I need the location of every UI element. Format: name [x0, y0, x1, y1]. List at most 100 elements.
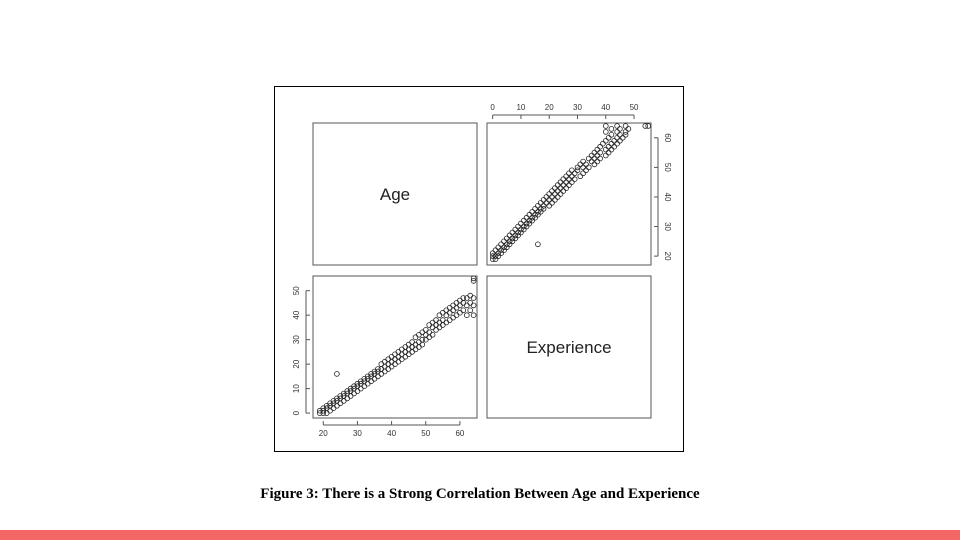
data-point [388, 363, 395, 370]
data-point [409, 344, 415, 350]
data-point [532, 206, 538, 212]
data-point [549, 188, 555, 194]
data-point [523, 223, 530, 230]
data-point [489, 256, 496, 262]
data-point [409, 339, 415, 345]
data-point [453, 312, 460, 319]
data-point [518, 226, 524, 233]
data-point [577, 173, 584, 180]
data-point [529, 217, 536, 224]
data-point [412, 341, 419, 348]
data-point [594, 146, 601, 153]
data-point [495, 244, 502, 251]
y-tick-label: 40 [663, 193, 672, 202]
data-point [602, 152, 609, 159]
data-point [470, 275, 477, 282]
data-point [467, 307, 474, 314]
data-point [416, 332, 422, 338]
data-point [412, 346, 419, 353]
data-point [470, 312, 477, 319]
variable-label-age: Age [380, 185, 410, 204]
panel-frame [486, 275, 652, 419]
data-point [361, 383, 368, 390]
y-tick-label: 50 [663, 163, 672, 172]
data-point [518, 229, 524, 236]
panel-frame [486, 122, 652, 266]
data-point [457, 297, 463, 304]
data-point [571, 176, 578, 182]
data-point [327, 407, 333, 414]
data-point [580, 164, 586, 171]
data-point [537, 209, 544, 215]
data-point [557, 185, 564, 191]
data-point [535, 241, 541, 248]
data-point [436, 319, 443, 326]
data-point [611, 143, 618, 150]
data-point [515, 229, 521, 236]
x-tick-label: 50 [630, 103, 639, 112]
data-point [378, 366, 385, 372]
x-tick-label: 20 [545, 103, 554, 112]
data-point [453, 300, 460, 306]
data-point [597, 155, 603, 162]
data-point [470, 278, 477, 284]
data-point [611, 137, 618, 144]
data-point [446, 317, 453, 323]
data-point [515, 223, 521, 230]
data-point [521, 217, 527, 224]
data-point [492, 256, 499, 262]
data-point [563, 185, 570, 191]
data-point [546, 191, 553, 197]
y-tick-label: 10 [292, 384, 301, 393]
scatterplot-matrix: Age Experience 0 10 20 30 40 50 20 30 40 50 60 20 3… [292, 103, 672, 438]
data-point [433, 327, 439, 333]
data-point [392, 361, 398, 367]
x-tick-label: 0 [490, 103, 495, 112]
data-point [506, 232, 513, 239]
data-point [574, 164, 581, 171]
data-point [347, 393, 354, 399]
x-tick-label: 10 [516, 103, 525, 112]
data-point [506, 238, 513, 245]
y-tick-label: 30 [663, 222, 672, 231]
data-point [602, 123, 609, 129]
data-point [405, 346, 412, 353]
data-point [549, 200, 555, 206]
data-point [537, 206, 544, 212]
diagonal-panel-age: Age [312, 122, 478, 266]
data-point [521, 226, 527, 233]
data-point [436, 312, 443, 319]
data-point [588, 158, 595, 165]
data-point [504, 244, 510, 251]
data-point [594, 152, 601, 159]
data-point [566, 182, 572, 188]
data-point [464, 312, 470, 319]
data-point [543, 200, 550, 206]
data-point [467, 300, 474, 306]
x-tick-label: 40 [387, 429, 396, 438]
data-point [443, 312, 450, 319]
y-tick-label: 30 [292, 335, 301, 344]
panel-frame [312, 275, 478, 419]
data-point [622, 129, 629, 135]
data-point [443, 307, 450, 314]
y-tick-label: 20 [663, 252, 672, 261]
data-point [344, 395, 350, 402]
data-point [571, 170, 578, 177]
data-point [395, 358, 402, 365]
data-point [402, 353, 409, 360]
data-point [602, 137, 609, 144]
y-tick-label: 0 [292, 410, 301, 415]
data-point [574, 167, 581, 174]
data-point [446, 309, 453, 316]
data-point [560, 176, 567, 182]
data-point [426, 322, 433, 328]
data-point [563, 173, 570, 180]
data-point [617, 131, 623, 138]
data-point [625, 126, 632, 132]
data-point [602, 129, 609, 135]
data-point [423, 332, 429, 338]
data-point [591, 155, 598, 162]
data-point [351, 390, 357, 397]
scatter-panel-age-vs-experience: 0 10 20 30 40 50 20 30 40 50 60 [486, 103, 672, 266]
